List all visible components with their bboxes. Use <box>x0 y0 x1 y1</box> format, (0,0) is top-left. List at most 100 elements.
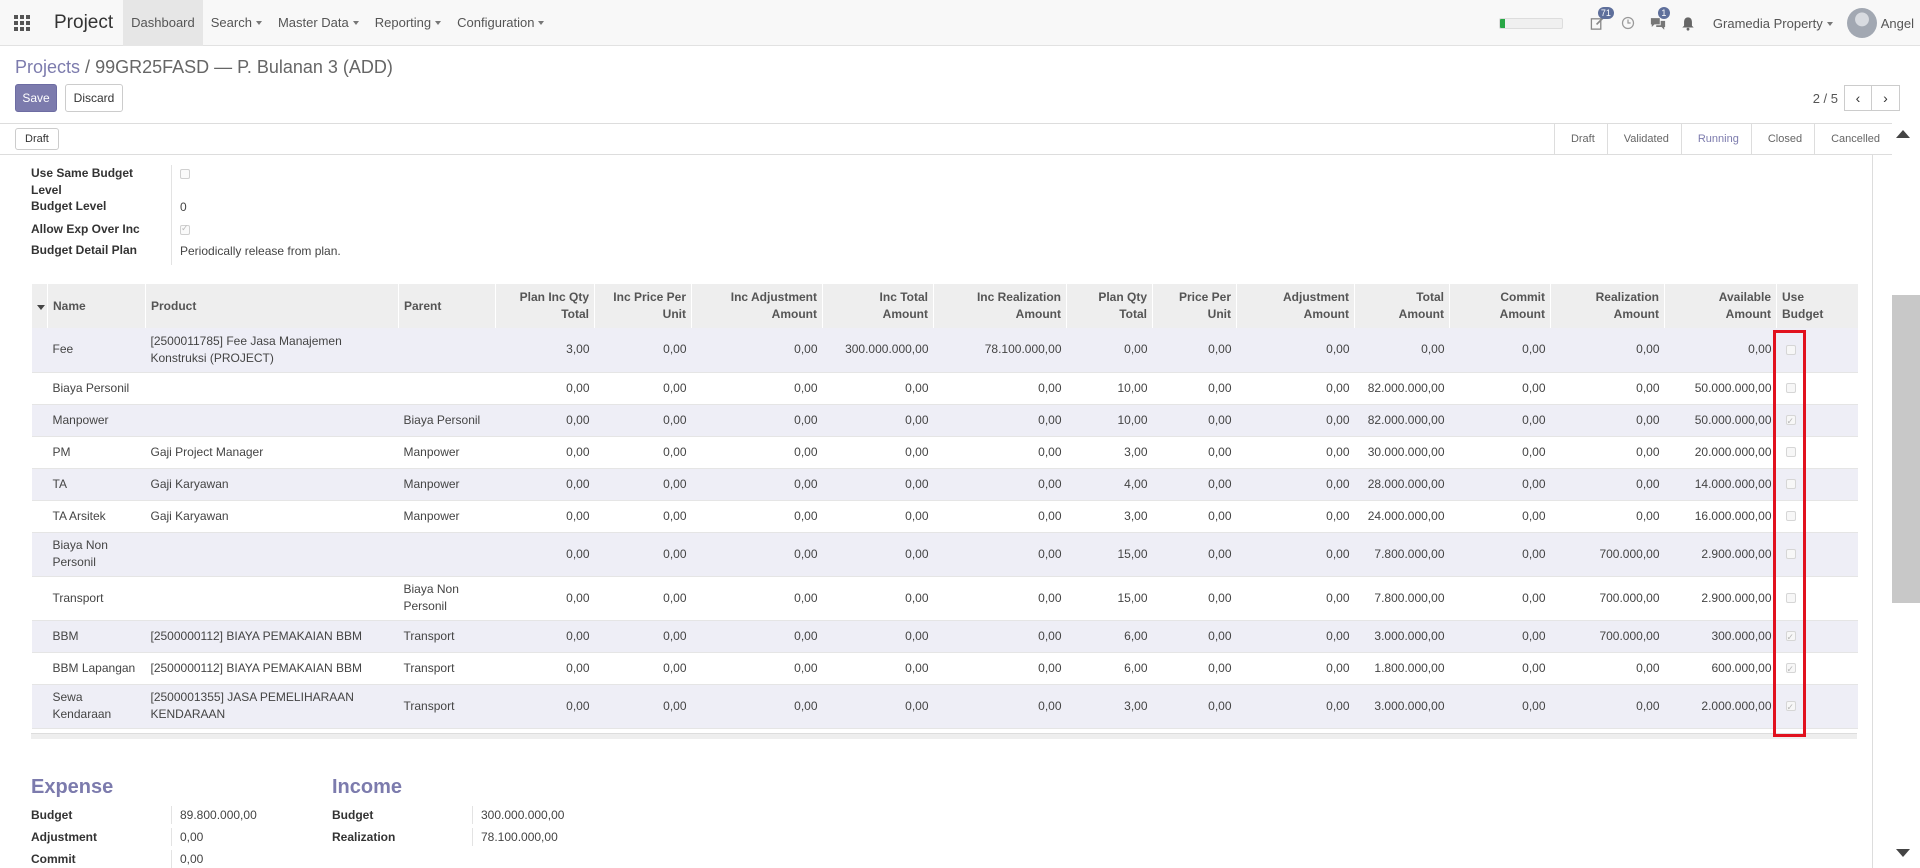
cell-parent[interactable]: Biaya Non Personil <box>403 582 459 613</box>
cell-adj[interactable]: 0,00 <box>1326 698 1350 713</box>
pager-next-button[interactable]: › <box>1872 85 1900 111</box>
cell-product[interactable]: Gaji Project Manager <box>150 444 264 459</box>
menu-dashboard[interactable]: Dashboard <box>123 0 203 46</box>
col-inc-realization-amount[interactable]: Inc Realization Amount <box>933 284 1067 328</box>
cell-inc-real[interactable]: 0,00 <box>1038 444 1062 459</box>
cell-plan-inc-qty[interactable]: 0,00 <box>566 698 590 713</box>
cell-plan-qty[interactable]: 6,00 <box>1124 628 1148 643</box>
cell-commit[interactable]: 0,00 <box>1522 590 1546 605</box>
cell-commit[interactable]: 0,00 <box>1522 476 1546 491</box>
table-row[interactable]: Sewa Kendaraan [2500001355] JASA PEMELIHA… <box>31 684 1858 728</box>
cell-adj[interactable]: 0,00 <box>1326 342 1350 357</box>
cell-product[interactable]: [2500001355] JASA PEMELIHARAAN KENDARAAN <box>150 690 354 721</box>
cell-name[interactable]: Sewa Kendaraan <box>52 690 112 721</box>
cell-name[interactable]: Biaya Non Personil <box>52 538 108 569</box>
cell-total[interactable]: 30.000.000,00 <box>1367 444 1445 459</box>
table-row[interactable]: TA Gaji Karyawan Manpower 0,00 0,00 0,00 0,00 0… <box>31 468 1858 500</box>
cell-inc-total[interactable]: 0,00 <box>905 590 929 605</box>
cell-price[interactable]: 0,00 <box>1208 546 1232 561</box>
col-plan-inc-qty-total[interactable]: Plan Inc Qty Total <box>495 284 595 328</box>
cell-name[interactable]: PM <box>52 444 71 459</box>
use-budget-checkbox[interactable] <box>1785 447 1796 457</box>
use-budget-checkbox[interactable] <box>1785 511 1796 521</box>
cell-price[interactable]: 0,00 <box>1208 660 1232 675</box>
cell-inc-price[interactable]: 0,00 <box>663 546 687 561</box>
cell-plan-qty[interactable]: 3,00 <box>1124 444 1148 459</box>
cell-inc-price[interactable]: 0,00 <box>663 508 687 523</box>
cell-inc-price[interactable]: 0,00 <box>663 380 687 395</box>
cell-plan-qty[interactable]: 10,00 <box>1117 412 1148 427</box>
table-row[interactable]: TA Arsitek Gaji Karyawan Manpower 0,00 0,00 0… <box>31 500 1858 532</box>
budget-level-value[interactable]: 0 <box>180 200 187 214</box>
cell-inc-adj[interactable]: 0,00 <box>794 476 818 491</box>
cell-inc-price[interactable]: 0,00 <box>663 698 687 713</box>
cell-plan-qty[interactable]: 3,00 <box>1124 698 1148 713</box>
cell-product[interactable] <box>146 372 399 404</box>
cell-inc-adj[interactable]: 0,00 <box>794 508 818 523</box>
cell-inc-real[interactable]: 0,00 <box>1038 698 1062 713</box>
cell-total[interactable]: 82.000.000,00 <box>1367 412 1445 427</box>
cell-real[interactable]: 0,00 <box>1636 412 1660 427</box>
col-price-per-unit[interactable]: Price Per Unit <box>1152 284 1237 328</box>
cell-inc-real[interactable]: 78.100.000,00 <box>984 342 1062 357</box>
col-use-budget[interactable]: Use Budget <box>1776 284 1858 328</box>
cell-inc-real[interactable]: 0,00 <box>1038 628 1062 643</box>
col-inc-adjustment-amount[interactable]: Inc Adjustment Amount <box>691 284 823 328</box>
cell-inc-price[interactable]: 0,00 <box>663 628 687 643</box>
use-budget-checkbox[interactable] <box>1785 344 1796 355</box>
cell-adj[interactable]: 0,00 <box>1326 444 1350 459</box>
cell-real[interactable]: 0,00 <box>1636 660 1660 675</box>
table-row[interactable]: BBM Lapangan [2500000112] BIAYA PEMAKAIAN… <box>31 652 1858 684</box>
menu-search[interactable]: Search <box>203 0 270 46</box>
cell-inc-total[interactable]: 0,00 <box>905 444 929 459</box>
cell-name[interactable]: Fee <box>52 342 74 357</box>
cell-real[interactable]: 0,00 <box>1636 698 1660 713</box>
col-product[interactable]: Product <box>145 284 399 328</box>
cell-avail[interactable]: 600.000,00 <box>1711 660 1772 675</box>
cell-parent[interactable]: Manpower <box>403 444 460 459</box>
cell-parent[interactable]: Manpower <box>403 508 460 523</box>
cell-parent[interactable] <box>399 532 496 576</box>
cell-adj[interactable]: 0,00 <box>1326 590 1350 605</box>
cell-avail[interactable]: 50.000.000,00 <box>1694 380 1772 395</box>
stage-draft[interactable]: Draft <box>1553 124 1607 154</box>
pager-previous-button[interactable]: ‹ <box>1844 85 1872 111</box>
cell-commit[interactable]: 0,00 <box>1522 342 1546 357</box>
cell-parent[interactable] <box>399 372 496 404</box>
cell-adj[interactable]: 0,00 <box>1326 380 1350 395</box>
cell-product[interactable]: Gaji Karyawan <box>150 508 229 523</box>
cell-plan-qty[interactable]: 15,00 <box>1117 546 1148 561</box>
cell-parent[interactable] <box>399 328 496 372</box>
col-available-amount[interactable]: Available Amount <box>1664 284 1777 328</box>
cell-total[interactable]: 82.000.000,00 <box>1367 380 1445 395</box>
activity-button[interactable]: 71 <box>1583 0 1614 46</box>
cell-avail[interactable]: 2.000.000,00 <box>1701 698 1772 713</box>
cell-product[interactable] <box>146 576 399 620</box>
cell-commit[interactable]: 0,00 <box>1522 444 1546 459</box>
cell-total[interactable]: 0,00 <box>1421 342 1445 357</box>
cell-adj[interactable]: 0,00 <box>1326 412 1350 427</box>
cell-real[interactable]: 0,00 <box>1636 476 1660 491</box>
cell-adj[interactable]: 0,00 <box>1326 476 1350 491</box>
cell-avail[interactable]: 20.000.000,00 <box>1694 444 1772 459</box>
cell-adj[interactable]: 0,00 <box>1326 660 1350 675</box>
cell-inc-real[interactable]: 0,00 <box>1038 412 1062 427</box>
cell-price[interactable]: 0,00 <box>1208 342 1232 357</box>
cell-name[interactable]: Manpower <box>52 412 109 427</box>
cell-price[interactable]: 0,00 <box>1208 476 1232 491</box>
cell-real[interactable]: 700.000,00 <box>1599 546 1660 561</box>
cell-commit[interactable]: 0,00 <box>1522 660 1546 675</box>
cell-price[interactable]: 0,00 <box>1208 508 1232 523</box>
cell-plan-qty[interactable]: 3,00 <box>1124 508 1148 523</box>
cell-commit[interactable]: 0,00 <box>1522 546 1546 561</box>
use-budget-checkbox[interactable] <box>1785 593 1796 603</box>
stage-running[interactable]: Running <box>1680 124 1751 154</box>
cell-product[interactable] <box>146 404 399 436</box>
cell-inc-real[interactable]: 0,00 <box>1038 546 1062 561</box>
cell-total[interactable]: 7.800.000,00 <box>1374 590 1445 605</box>
cell-inc-price[interactable]: 0,00 <box>663 476 687 491</box>
set-draft-button[interactable]: Draft <box>15 128 59 150</box>
cell-inc-price[interactable]: 0,00 <box>663 444 687 459</box>
cell-plan-inc-qty[interactable]: 0,00 <box>566 546 590 561</box>
discard-button[interactable]: Discard <box>65 84 123 112</box>
